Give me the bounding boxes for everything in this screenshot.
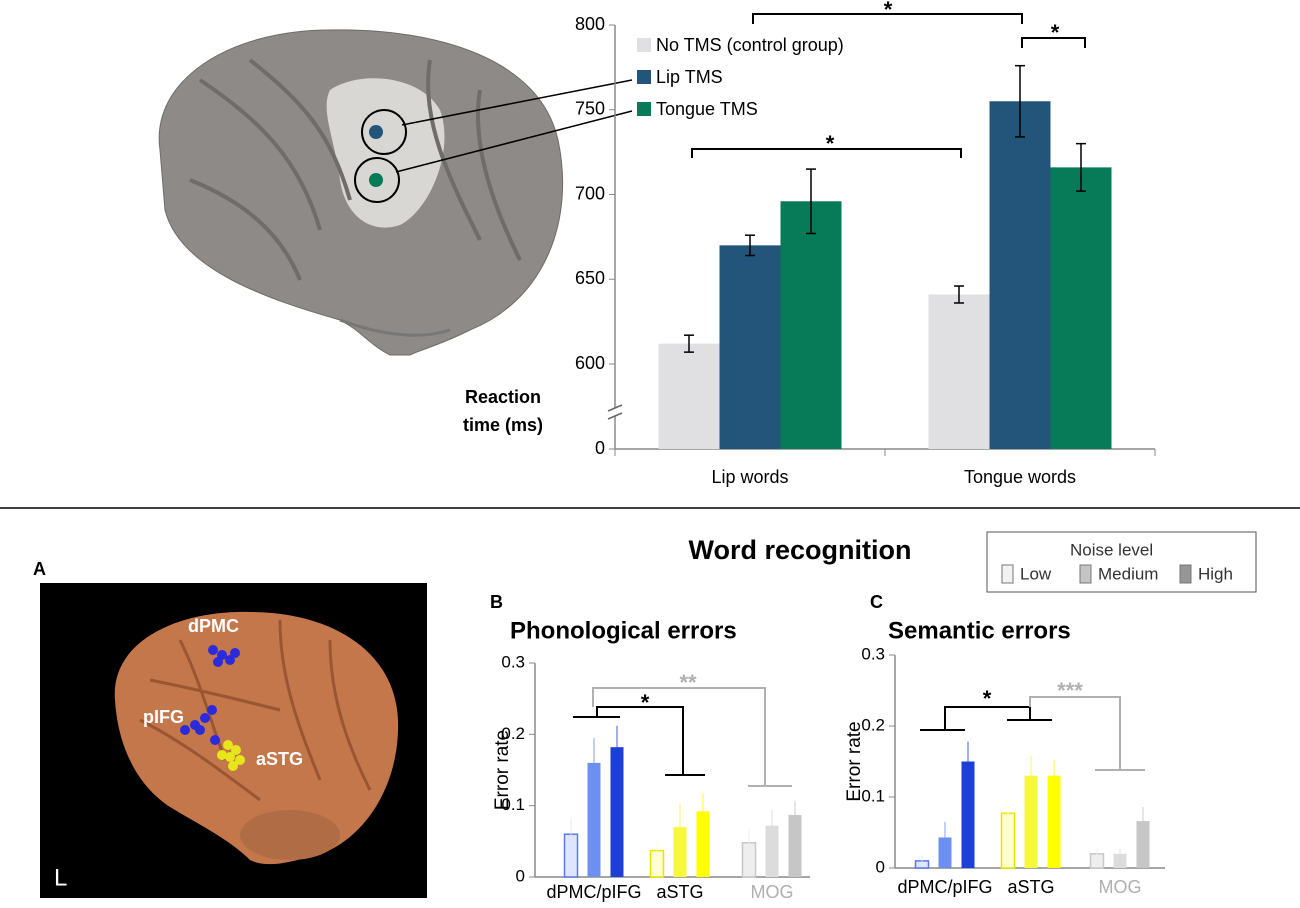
hemisphere-label: L xyxy=(54,864,67,891)
bar xyxy=(961,761,975,868)
significance-label: *** xyxy=(1057,678,1083,703)
y-tick-label: 0.1 xyxy=(861,786,885,805)
axis-break xyxy=(607,412,623,420)
bar xyxy=(719,245,781,449)
x-tick-label: aSTG xyxy=(1007,877,1054,897)
y-tick-label: 0 xyxy=(595,438,605,458)
bar xyxy=(1047,775,1061,868)
bar xyxy=(780,201,842,449)
legend-swatch xyxy=(1079,564,1092,584)
legend-label: Low xyxy=(1020,564,1052,583)
panel-label: B xyxy=(490,592,503,612)
x-tick-label: Lip words xyxy=(711,467,788,487)
brain-top xyxy=(158,29,633,356)
panel-label: A xyxy=(33,559,46,579)
legend-label: Tongue TMS xyxy=(656,99,758,119)
x-tick-label: MOG xyxy=(1099,877,1142,897)
bar xyxy=(1113,853,1127,868)
bar xyxy=(788,814,802,877)
significance-label: * xyxy=(983,686,992,711)
bar xyxy=(658,343,720,449)
bar xyxy=(1136,821,1150,868)
significance-bracket xyxy=(573,706,705,776)
legend-title: Noise level xyxy=(1070,540,1153,559)
y-tick-label: 750 xyxy=(575,99,605,119)
x-tick-label: dPMC/pIFG xyxy=(897,877,992,897)
y-tick-label: 0.2 xyxy=(501,724,525,743)
bar xyxy=(1050,167,1112,449)
y-axis-label: Error rate xyxy=(492,730,513,810)
y-axis-label: Error rate xyxy=(844,721,865,801)
legend-label: Medium xyxy=(1098,564,1158,583)
x-tick-label: MOG xyxy=(751,882,794,902)
y-tick-label: 650 xyxy=(575,268,605,288)
bar xyxy=(587,762,601,877)
y-tick-label: 0 xyxy=(876,857,885,876)
legend-swatch xyxy=(637,38,651,52)
y-axis-label: Reaction time (ms) xyxy=(462,387,543,435)
bar xyxy=(928,294,990,449)
legend-swatch xyxy=(1179,564,1192,584)
bar xyxy=(610,747,624,877)
bar xyxy=(673,827,687,877)
y-tick-label: 0.3 xyxy=(501,652,525,671)
legend-label: Lip TMS xyxy=(656,67,723,87)
legend-label: No TMS (control group) xyxy=(656,35,844,55)
bar xyxy=(696,811,710,877)
x-tick-label: Tongue words xyxy=(964,467,1076,487)
legend-swatch xyxy=(637,102,651,116)
y-tick-label: 0.3 xyxy=(861,644,885,663)
legend-swatch xyxy=(637,70,651,84)
x-tick-label: dPMC/pIFG xyxy=(546,882,641,902)
bar xyxy=(765,825,779,877)
panel-label: C xyxy=(870,592,883,612)
legend-box xyxy=(986,531,1257,593)
figure-title: Word recognition xyxy=(689,535,912,565)
y-tick-label: 800 xyxy=(575,14,605,34)
y-tick-label: 600 xyxy=(575,353,605,373)
axis-break xyxy=(607,404,623,412)
region-label: aSTG xyxy=(256,749,303,769)
significance-label: * xyxy=(1051,20,1060,45)
y-tick-label: 0.1 xyxy=(501,795,525,814)
y-tick-label: 0.2 xyxy=(861,715,885,734)
significance-label: * xyxy=(826,131,835,156)
significance-label: * xyxy=(641,690,650,715)
axis-break-gap xyxy=(607,408,623,416)
chart-title: Semantic errors xyxy=(888,617,1071,644)
legend-swatch xyxy=(1001,564,1014,584)
brain-a xyxy=(114,611,399,865)
chart-title: Phonological errors xyxy=(510,617,737,644)
significance-bracket xyxy=(752,13,1023,24)
y-tick-label: 700 xyxy=(575,183,605,203)
y-tick-label: 0 xyxy=(516,866,525,885)
significance-bracket xyxy=(920,706,1052,731)
significance-label: * xyxy=(884,0,893,22)
x-tick-label: aSTG xyxy=(656,882,703,902)
bar xyxy=(989,101,1051,450)
significance-label: ** xyxy=(679,670,697,695)
region-label: dPMC xyxy=(188,616,239,636)
significance-bracket xyxy=(1021,37,1086,48)
significance-bracket xyxy=(691,148,962,158)
significance-bracket xyxy=(1029,696,1145,771)
region-label: pIFG xyxy=(143,707,184,727)
significance-bracket xyxy=(592,687,792,787)
bar xyxy=(1024,775,1038,868)
legend-label: High xyxy=(1198,564,1233,583)
